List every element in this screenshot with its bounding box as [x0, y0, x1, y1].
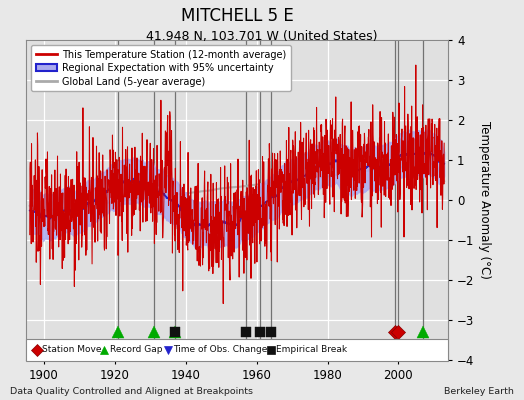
Text: Time of Obs. Change: Time of Obs. Change [173, 346, 268, 354]
Text: Empirical Break: Empirical Break [276, 346, 347, 354]
Text: Data Quality Controlled and Aligned at Breakpoints: Data Quality Controlled and Aligned at B… [10, 387, 254, 396]
Text: Berkeley Earth: Berkeley Earth [444, 387, 514, 396]
Text: Station Move: Station Move [42, 346, 102, 354]
Text: Record Gap: Record Gap [110, 346, 162, 354]
FancyBboxPatch shape [26, 339, 448, 361]
Title: MITCHELL 5 E: MITCHELL 5 E [181, 6, 293, 24]
Legend: This Temperature Station (12-month average), Regional Expectation with 95% uncer: This Temperature Station (12-month avera… [31, 45, 291, 91]
Text: 41.948 N, 103.701 W (United States): 41.948 N, 103.701 W (United States) [146, 30, 378, 43]
Y-axis label: Temperature Anomaly (°C): Temperature Anomaly (°C) [478, 121, 491, 279]
